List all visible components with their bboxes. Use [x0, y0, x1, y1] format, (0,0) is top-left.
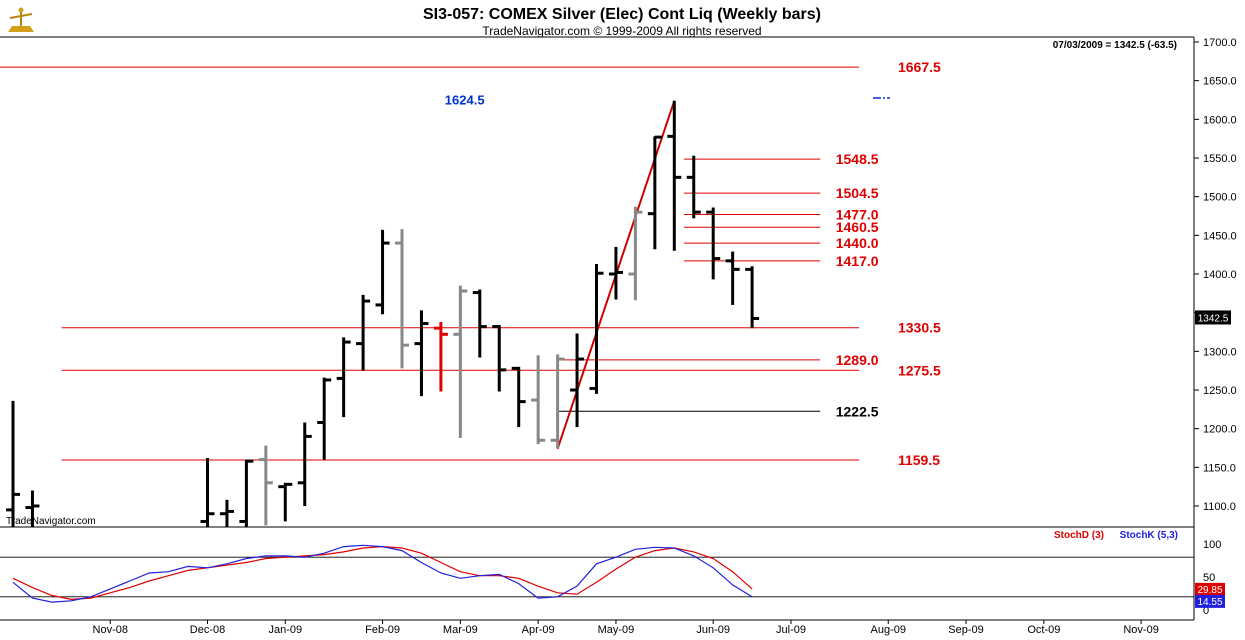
- ohlc-bar-week-1: [25, 490, 40, 527]
- ohlc-bar-week-17: [336, 337, 351, 418]
- annotations: 1624.5: [445, 93, 890, 108]
- xtick-label-Jan-09: Jan-09: [268, 624, 302, 636]
- xtick-label-Nov-09: Nov-09: [1123, 624, 1158, 636]
- ohlc-bar-week-20: [395, 229, 409, 369]
- ohlc-bar-week-15: [297, 422, 312, 506]
- level-label-1548.5: 1548.5: [836, 151, 879, 167]
- ohlc-bar-week-25: [492, 325, 507, 392]
- ohlc-bar-week-11: [219, 499, 234, 527]
- xtick-label-Nov-08: Nov-08: [93, 624, 128, 636]
- ohlc-bar-week-10: [200, 458, 215, 527]
- stochastic-panel: 0 50 100: [0, 539, 1221, 617]
- stoch-d-label: StochD (3): [1054, 530, 1104, 541]
- ohlc-bar-week-35: [686, 155, 701, 219]
- ohlc-bar-week-26: [511, 366, 526, 428]
- ytick-label-1550: 1550.0: [1203, 153, 1237, 165]
- ohlc-bar-week-33: [647, 135, 662, 250]
- ohlc-bar-week-29: [570, 333, 585, 428]
- price-axis: 1100.0 1150.0 1200.0 1250.0 1300.0 1400.0 1450…: [1194, 37, 1237, 513]
- ytick-label-1150: 1150.0: [1203, 462, 1236, 474]
- ohlc-bar-week-31: [608, 246, 623, 300]
- level-label-1504.5: 1504.5: [836, 185, 879, 201]
- level-label-1417.0: 1417.0: [836, 253, 879, 269]
- ytick-label-1400: 1400.0: [1203, 269, 1237, 281]
- ohlc-bar-week-38: [745, 266, 760, 329]
- xtick-label-Aug-09: Aug-09: [871, 624, 906, 636]
- stoch-k-last: 14.55: [1197, 597, 1222, 608]
- chart-title: SI3-057: COMEX Silver (Elec) Cont Liq (W…: [423, 6, 821, 23]
- ytick-label-1700: 1700.0: [1203, 37, 1237, 49]
- ohlc-bar-week-37: [725, 251, 740, 305]
- xtick-label-Apr-09: Apr-09: [522, 624, 555, 636]
- ohlc-bar-week-21: [414, 310, 429, 397]
- level-label-1289.0: 1289.0: [836, 352, 879, 368]
- ohlc-bar-week-19: [375, 229, 390, 315]
- ohlc-bar-week-0: [6, 400, 20, 527]
- ytick-label-1600: 1600.0: [1203, 114, 1237, 126]
- xtick-label-Jun-09: Jun-09: [696, 624, 730, 636]
- watermark: TradeNavigator.com: [6, 516, 96, 527]
- ohlc-bar-week-12: [239, 459, 254, 527]
- ohlc-bar-week-13: [258, 445, 273, 526]
- ohlc-bar-week-28: [550, 354, 565, 448]
- stoch-k-label: StochK (5,3): [1120, 530, 1178, 541]
- xtick-label-Dec-08: Dec-08: [190, 624, 225, 636]
- level-label-1159.5: 1159.5: [898, 452, 940, 468]
- stoch-ytick-0: 0: [1203, 605, 1209, 617]
- level-label-1667.5: 1667.5: [898, 59, 941, 75]
- ohlc-bar-week-16: [317, 377, 332, 460]
- stoch-k-line: [12, 544, 753, 603]
- ohlc-bar-week-30: [589, 263, 604, 394]
- ohlc-bar-week-32: [628, 206, 643, 301]
- annotation-0: 1624.5: [445, 93, 485, 108]
- ytick-label-1650: 1650.0: [1203, 76, 1237, 88]
- level-label-1440.0: 1440.0: [836, 235, 879, 251]
- level-label-1477.0: 1477.0: [836, 206, 879, 222]
- ohlc-bar-week-14: [278, 482, 293, 522]
- stoch-ytick-100: 100: [1203, 539, 1221, 551]
- ohlc-bar-week-23: [453, 285, 468, 438]
- stoch-last-tags: 29.85 14.55: [1195, 582, 1225, 608]
- xtick-label-Feb-09: Feb-09: [365, 624, 400, 636]
- level-label-1222.5: 1222.5: [836, 403, 879, 419]
- ohlc-bar-week-27: [531, 355, 546, 445]
- ytick-label-1450: 1450.0: [1203, 230, 1237, 242]
- xtick-label-Oct-09: Oct-09: [1027, 624, 1060, 636]
- ytick-label-1100: 1100.0: [1203, 501, 1236, 513]
- ytick-label-1500: 1500.0: [1203, 192, 1237, 204]
- date-axis: Nov-08 Dec-08 Jan-09 Feb-09 Mar-09 Apr-09 May-…: [93, 620, 1159, 636]
- xtick-label-Sep-09: Sep-09: [948, 624, 983, 636]
- ohlc-bar-week-18: [356, 294, 371, 371]
- stoch-d-last: 29.85: [1197, 585, 1222, 596]
- ohlc-bar-week-34: [667, 100, 682, 251]
- xtick-label-Mar-09: Mar-09: [443, 624, 478, 636]
- ytick-label-1250: 1250.0: [1203, 385, 1237, 397]
- price-bars: [6, 100, 760, 527]
- chart-subtitle: TradeNavigator.com © 1999-2009 All right…: [482, 24, 761, 38]
- last-price-tag-text: 1342.5: [1198, 313, 1229, 324]
- ohlc-bar-week-36: [706, 207, 721, 280]
- last-price-tag: 1342.5: [1195, 310, 1231, 325]
- ohlc-bar-week-22: [433, 321, 448, 392]
- tradenavigator-logo-icon: [8, 7, 34, 32]
- level-label-1330.5: 1330.5: [898, 320, 941, 336]
- ytick-label-1300: 1300.0: [1203, 346, 1237, 358]
- ohlc-bar-week-24: [472, 289, 487, 358]
- xtick-label-Jul-09: Jul-09: [776, 624, 806, 636]
- stoch-ytick-50: 50: [1203, 572, 1215, 584]
- level-label-1460.5: 1460.5: [836, 219, 879, 235]
- xtick-label-May-09: May-09: [598, 624, 635, 636]
- last-price-info: 07/03/2009 = 1342.5 (-63.5): [1053, 40, 1177, 51]
- level-label-1275.5: 1275.5: [898, 362, 941, 378]
- ytick-label-1200: 1200.0: [1203, 424, 1237, 436]
